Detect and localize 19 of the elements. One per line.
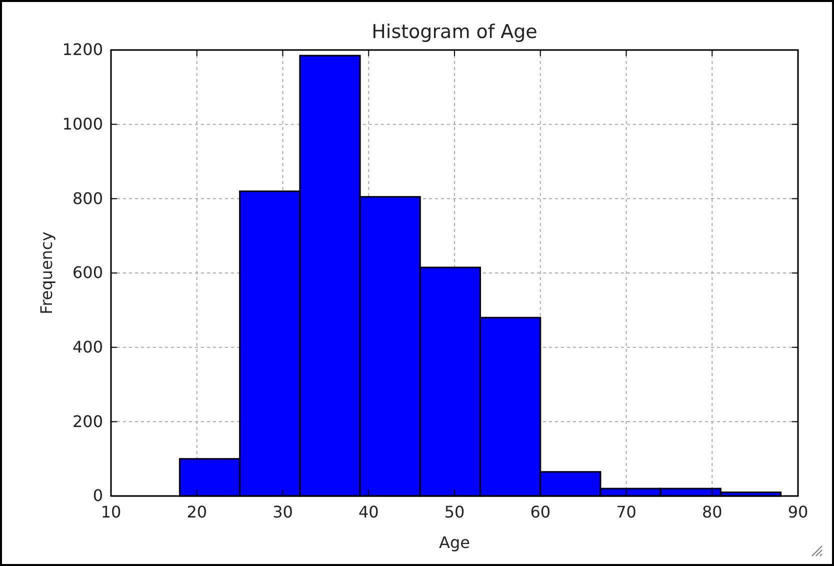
x-tick-label: 20 bbox=[186, 502, 208, 522]
x-tick-label: 50 bbox=[444, 502, 465, 522]
y-tick-label: 800 bbox=[72, 188, 103, 208]
x-tick-label: 80 bbox=[702, 502, 722, 522]
y-tick-label: 200 bbox=[72, 412, 103, 431]
y-tick-label: 1200 bbox=[62, 40, 103, 60]
x-tick-label: 60 bbox=[530, 502, 551, 522]
chart-title: Histogram of Age bbox=[372, 21, 538, 43]
y-tick-label: 600 bbox=[72, 263, 103, 282]
x-tick-label: 70 bbox=[616, 502, 636, 522]
x-axis-title: Age bbox=[439, 533, 470, 552]
y-tick-label: 400 bbox=[72, 337, 103, 356]
y-tick-label: 1000 bbox=[62, 114, 103, 134]
x-tick-label: 30 bbox=[272, 502, 293, 522]
x-tick-label: 40 bbox=[358, 502, 379, 522]
x-tick-label: 90 bbox=[788, 502, 808, 522]
y-tick-label: 0 bbox=[92, 486, 103, 506]
x-tick-label: 10 bbox=[100, 502, 122, 522]
y-axis-title: Frequency bbox=[37, 232, 56, 314]
